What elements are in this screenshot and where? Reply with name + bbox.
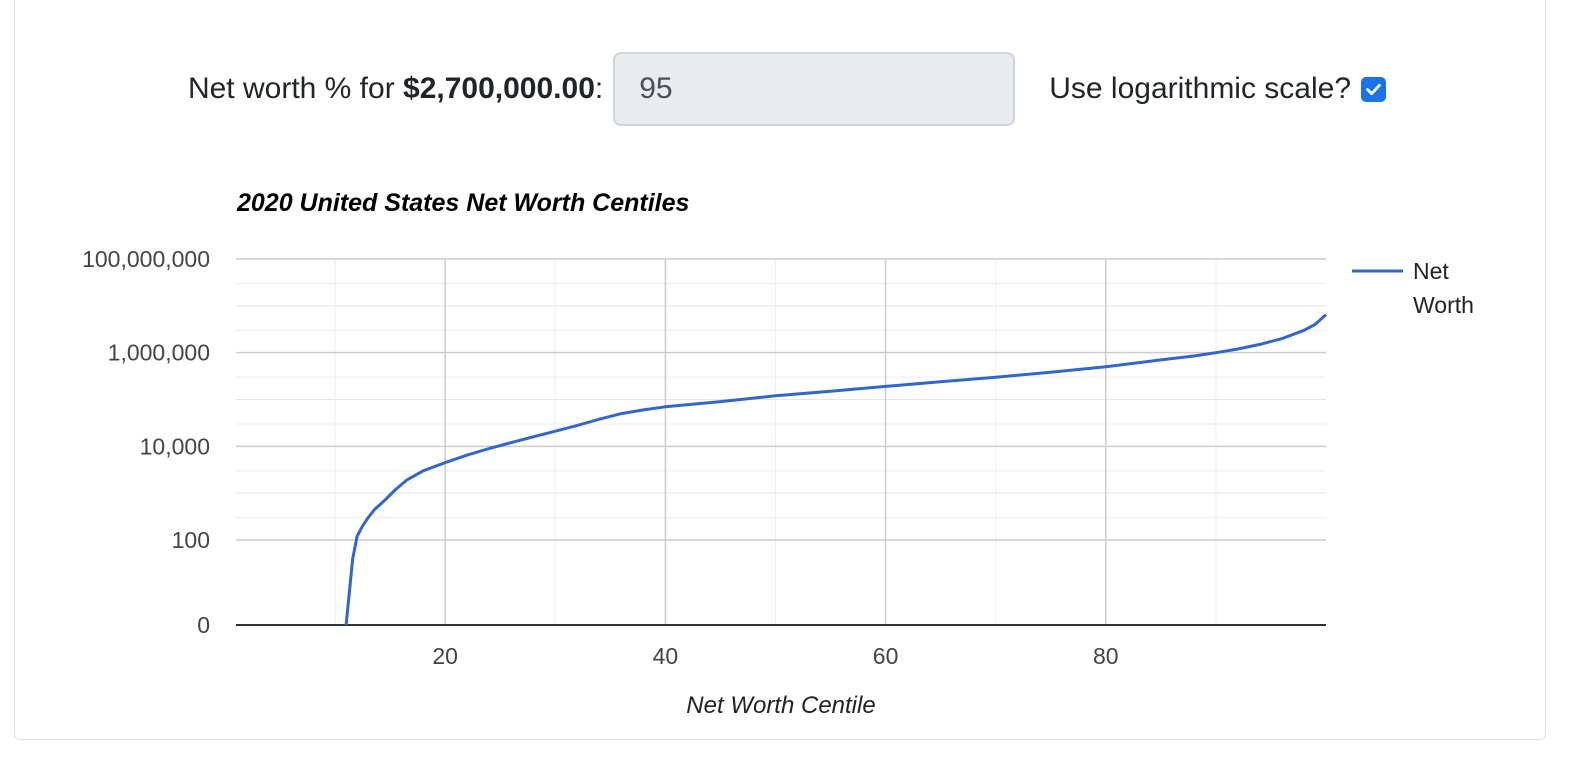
y-tick-label: 0 (197, 612, 210, 638)
y-tick-label: 1,000,000 (108, 340, 210, 366)
controls-bar: Net worth % for $2,700,000.00: Use logar… (0, 50, 1574, 128)
log-scale-label: Use logarithmic scale? (1049, 72, 1352, 105)
y-tick-label: 100 (172, 527, 210, 553)
x-tick-label: 40 (653, 643, 679, 669)
x-tick-label: 60 (873, 643, 899, 669)
chart-title: 2020 United States Net Worth Centiles (236, 189, 690, 217)
percent-input[interactable] (613, 52, 1016, 126)
checkmark-icon (1366, 83, 1381, 95)
net-worth-label: Net worth % for $2,700,000.00: (187, 72, 604, 105)
x-tick-label: 20 (432, 643, 458, 669)
x-tick-label: 80 (1093, 643, 1119, 669)
log-scale-checkbox[interactable] (1361, 76, 1387, 102)
net-worth-amount: $2,700,000.00 (403, 72, 595, 105)
x-axis-title: Net Worth Centile (686, 692, 875, 719)
y-tick-label: 100,000,000 (82, 246, 210, 272)
legend-label: Net Worth (1413, 258, 1474, 318)
series-line-net-worth (344, 313, 1328, 626)
legend: Net Worth (1352, 258, 1474, 318)
y-tick-label: 10,000 (140, 433, 210, 459)
major-gridlines (236, 258, 1326, 625)
minor-gridlines (236, 259, 1326, 625)
